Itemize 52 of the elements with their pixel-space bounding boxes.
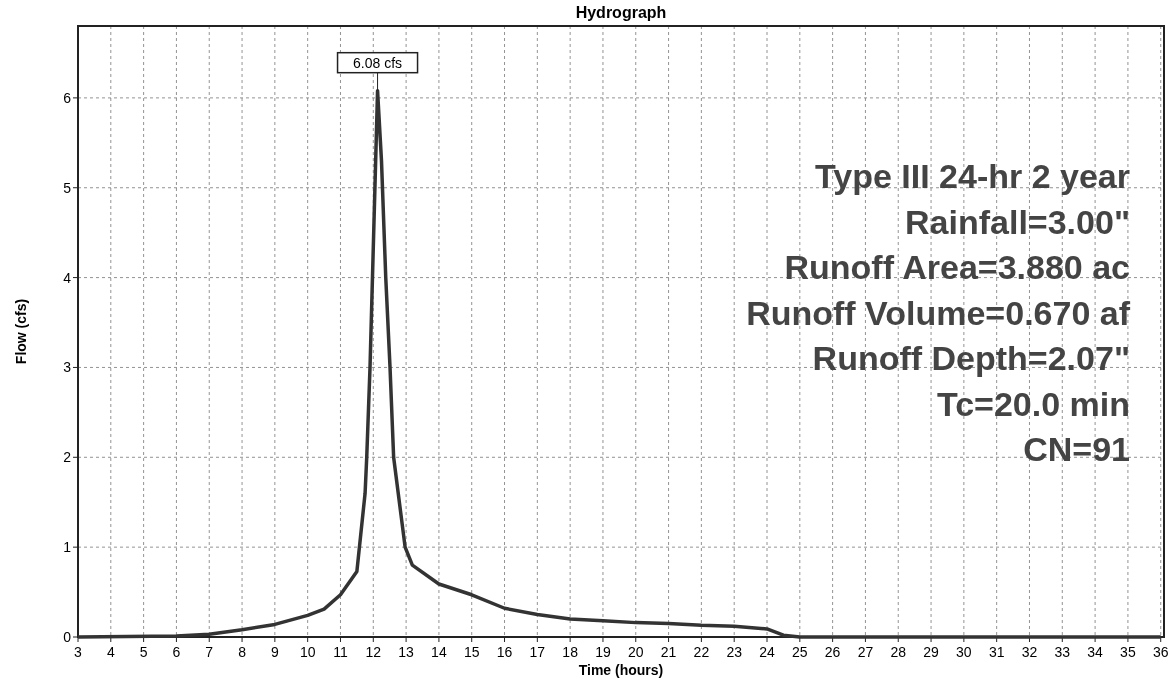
annotation: 6.08 cfs <box>353 54 403 71</box>
x-tick-label: 20 <box>627 644 644 660</box>
x-tick-label: 35 <box>1120 644 1136 660</box>
y-tick-label: 0 <box>63 629 72 645</box>
annotation: Runoff Volume=0.670 af <box>746 293 1131 332</box>
x-tick-label: 18 <box>562 644 579 660</box>
x-tick-label: 21 <box>660 644 677 660</box>
x-tick-label: 16 <box>496 644 513 660</box>
x-tick-label: 12 <box>365 644 382 660</box>
annotation: Runoff Area=3.880 ac <box>784 248 1130 286</box>
x-tick-label: 8 <box>238 644 247 660</box>
x-tick-label: 25 <box>792 644 808 660</box>
x-tick-label: 27 <box>857 644 874 660</box>
y-tick-label: 5 <box>63 179 72 196</box>
x-tick-label: 34 <box>1087 644 1104 660</box>
x-tick-label: 4 <box>106 644 115 660</box>
x-tick-label: 10 <box>299 644 316 660</box>
x-tick-label: 26 <box>824 644 841 660</box>
y-tick-label: 2 <box>63 449 72 466</box>
x-tick-label: 23 <box>726 644 743 660</box>
chart-title: Hydrograph <box>575 4 667 21</box>
annotation: Type III 24-hr 2 year <box>815 157 1130 195</box>
annotation: Tc=20.0 min <box>936 384 1130 423</box>
x-tick-label: 28 <box>890 644 907 660</box>
x-tick-label: 3 <box>74 644 83 660</box>
x-tick-label: 15 <box>463 644 480 660</box>
annotation: CN=91 <box>1023 430 1130 468</box>
x-tick-label: 11 <box>333 644 348 660</box>
x-tick-label: 6 <box>172 644 181 660</box>
x-tick-label: 36 <box>1152 644 1169 660</box>
annotation: Runoff Depth=2.07" <box>812 339 1130 377</box>
x-tick-label: 33 <box>1054 644 1071 660</box>
x-tick-label: 30 <box>956 644 972 660</box>
x-tick-label: 14 <box>431 644 447 660</box>
x-tick-label: 24 <box>759 644 775 660</box>
x-tick-label: 7 <box>205 644 214 660</box>
x-tick-label: 22 <box>693 644 710 660</box>
y-tick-label: 3 <box>63 359 72 376</box>
y-tick-label: 6 <box>63 89 72 106</box>
x-tick-label: 13 <box>398 644 415 660</box>
y-tick-label: 1 <box>63 539 72 556</box>
x-tick-label: 32 <box>1021 644 1038 660</box>
x-tick-label: 9 <box>270 644 279 660</box>
annotation: Rainfall=3.00" <box>905 202 1130 241</box>
x-tick-label: 29 <box>923 644 940 660</box>
x-tick-label: 19 <box>595 644 611 660</box>
y-tick-label: 4 <box>63 269 72 286</box>
x-axis-title: Time (hours) <box>578 662 664 678</box>
x-tick-label: 31 <box>988 644 1005 660</box>
x-tick-label: 5 <box>139 644 148 660</box>
y-axis-title: Flow (cfs) <box>13 298 29 365</box>
x-tick-label: 17 <box>529 644 546 660</box>
